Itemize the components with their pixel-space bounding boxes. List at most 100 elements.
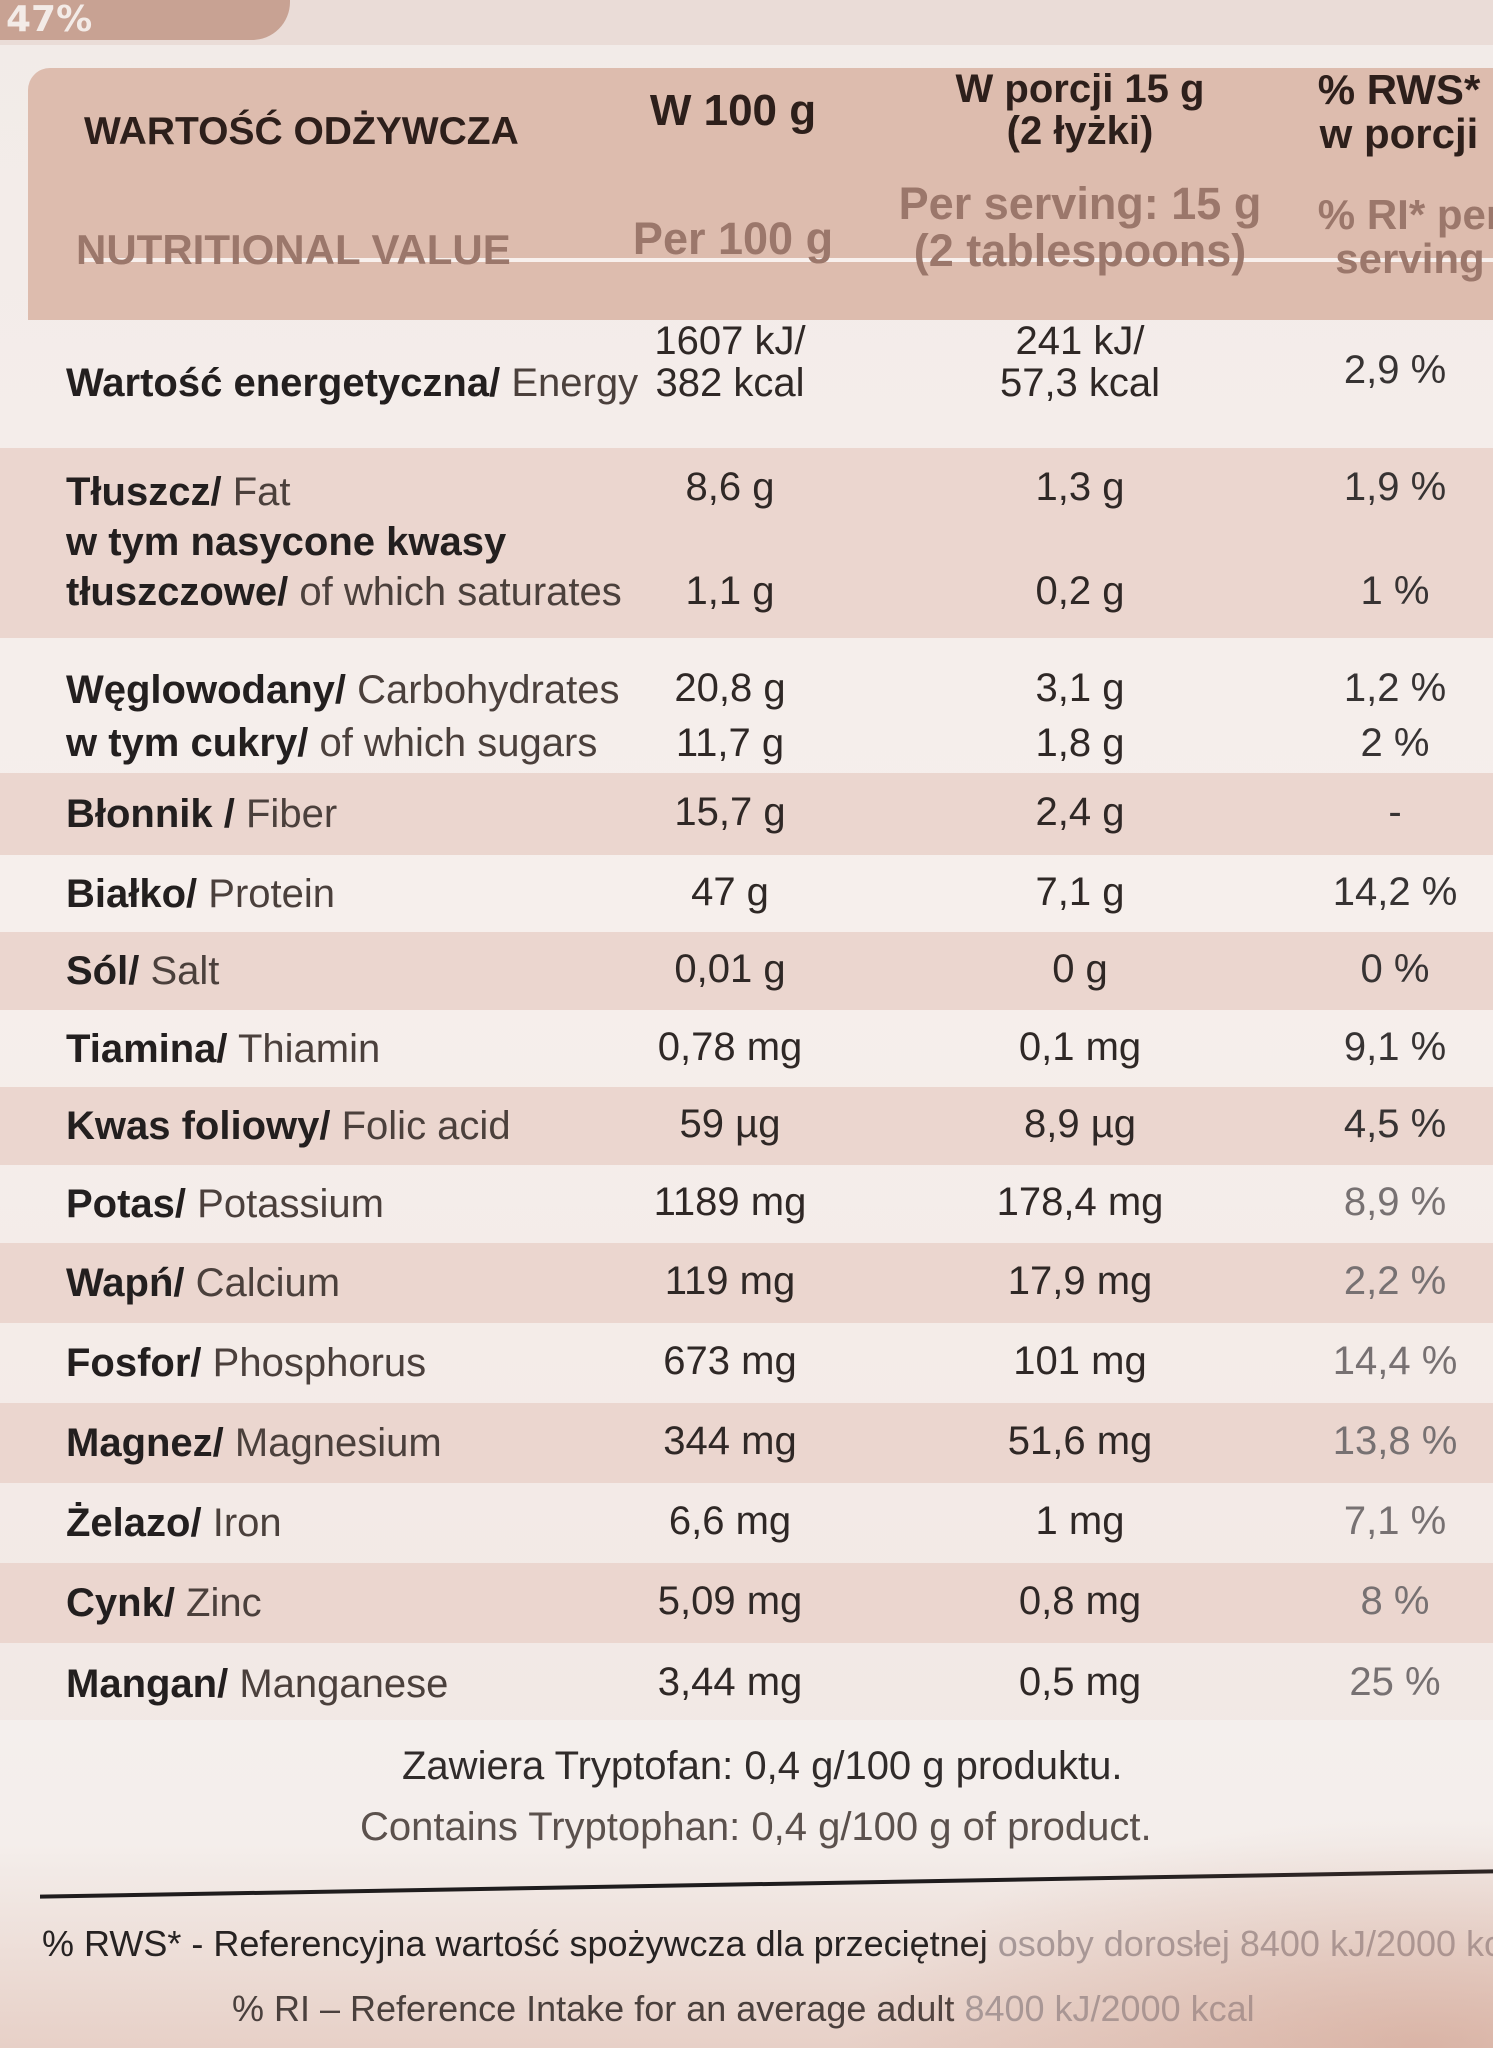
calcium-per100: 119 mg bbox=[664, 1259, 796, 1303]
potassium-serving: 178,4 mg bbox=[996, 1180, 1164, 1224]
footer-rws-line: % RWS* - Referencyjna wartość spożywcza … bbox=[42, 1925, 1493, 1963]
header-serving-pl: W porcji 15 g (2 łyżki) bbox=[956, 68, 1205, 152]
carbohydrates-per100: 20,8 g bbox=[674, 666, 786, 710]
potassium-label: Potas/ Potassium bbox=[66, 1183, 384, 1225]
manganese-serving: 0,5 mg bbox=[1018, 1660, 1142, 1704]
potassium-label-pl: Potas/ bbox=[66, 1182, 187, 1226]
header-ri-en-line2: serving bbox=[1335, 235, 1485, 283]
energy-label-pl: Wartość energetyczna/ bbox=[66, 361, 501, 405]
energy-per100: 1607 kJ/ 382 kcal bbox=[654, 320, 805, 405]
zinc-label-en: Zinc bbox=[174, 1581, 262, 1625]
thiamin-label: Tiamina/ Thiamin bbox=[66, 1028, 380, 1070]
iron-label-en: Iron bbox=[201, 1501, 282, 1545]
folic-acid-serving: 8,9 µg bbox=[1023, 1102, 1137, 1146]
saturates-ri: 1 % bbox=[1360, 569, 1430, 613]
protein-per100: 47 g bbox=[691, 870, 769, 914]
carbohydrates-label-en: Carbohydrates bbox=[346, 668, 620, 712]
salt-serving: 0 g bbox=[1052, 947, 1108, 991]
saturates-label-line1-pl: w tym nasycone kwasy bbox=[66, 520, 507, 564]
table-row-manganese: Mangan/ Manganese 3,44 mg 0,5 mg 25 % bbox=[0, 1643, 1493, 1725]
salt-label-pl: Sól/ bbox=[66, 949, 140, 993]
header-ri-pl-line1: % RWS* bbox=[1317, 66, 1481, 113]
table-row-protein: Białko/ Protein 47 g 7,1 g 14,2 % bbox=[0, 855, 1493, 932]
manganese-per100: 3,44 mg bbox=[657, 1660, 803, 1704]
calcium-label: Wapń/ Calcium bbox=[66, 1262, 340, 1304]
saturates-label-line2-pl: tłuszczowe/ bbox=[66, 570, 289, 614]
table-row-folic-acid: Kwas foliowy/ Folic acid 59 µg 8,9 µg 4,… bbox=[0, 1087, 1493, 1165]
nutrition-table-body: Wartość energetyczna/ Energy 1607 kJ/ 38… bbox=[0, 320, 1493, 1720]
iron-serving: 1 mg bbox=[1035, 1499, 1125, 1543]
calcium-label-en: Calcium bbox=[184, 1261, 341, 1305]
header-ri-en: % RI* per serving bbox=[1318, 192, 1493, 283]
energy-ri: 2,9 % bbox=[1343, 348, 1447, 392]
protein-label: Białko/ Protein bbox=[66, 873, 335, 915]
magnesium-label-pl: Magnez/ bbox=[66, 1421, 224, 1465]
protein-label-en: Protein bbox=[197, 872, 336, 916]
footer-rws-prefix: % RWS* - Referencyjna wartość spożywcza … bbox=[42, 1923, 998, 1964]
phosphorus-serving: 101 mg bbox=[1013, 1339, 1147, 1383]
fiber-ri: - bbox=[1388, 790, 1402, 834]
protein-serving: 7,1 g bbox=[1035, 870, 1125, 914]
zinc-per100: 5,09 mg bbox=[657, 1579, 803, 1623]
header-serving-pl-line2: (2 łyżki) bbox=[1006, 109, 1154, 153]
header-serving-en-line2: (2 tablespoons) bbox=[913, 225, 1247, 277]
tryptophan-note-en: Contains Tryptophan: 0,4 g/100 g of prod… bbox=[360, 1805, 1152, 1849]
saturates-serving: 0,2 g bbox=[1035, 569, 1125, 613]
magnesium-serving: 51,6 mg bbox=[1007, 1419, 1153, 1463]
sugars-label-en: of which sugars bbox=[308, 721, 598, 765]
energy-label: Wartość energetyczna/ Energy bbox=[66, 362, 638, 404]
top-percentage-fragment: 47% bbox=[0, 0, 290, 40]
fiber-label-en: Fiber bbox=[246, 792, 338, 836]
footer-rws-suffix: osoby dorosłej 8400 kJ/2000 kcal bbox=[997, 1923, 1493, 1964]
carbohydrates-label: Węglowodany/ Carbohydrates bbox=[66, 669, 619, 711]
magnesium-ri: 13,8 % bbox=[1332, 1419, 1458, 1463]
zinc-label: Cynk/ Zinc bbox=[66, 1582, 262, 1624]
table-row-fat-group: Tłuszcz/ Fat 8,6 g 1,3 g 1,9 % w tym nas… bbox=[0, 448, 1493, 638]
sugars-label: w tym cukry/ of which sugars bbox=[66, 722, 597, 764]
carbohydrates-ri: 1,2 % bbox=[1343, 666, 1447, 710]
fiber-label-pl: Błonnik / bbox=[66, 792, 246, 836]
table-row-energy: Wartość energetyczna/ Energy 1607 kJ/ 38… bbox=[0, 320, 1493, 448]
table-row-potassium: Potas/ Potassium 1189 mg 178,4 mg 8,9 % bbox=[0, 1165, 1493, 1243]
zinc-ri: 8 % bbox=[1360, 1579, 1430, 1623]
header-ri-pl-line2: w porcji bbox=[1319, 110, 1479, 158]
fiber-serving: 2,4 g bbox=[1035, 790, 1125, 834]
fat-label-en: Fat bbox=[221, 470, 291, 514]
potassium-per100: 1189 mg bbox=[653, 1180, 807, 1224]
magnesium-label-en: Magnesium bbox=[223, 1421, 442, 1465]
header-serving-pl-line1: W porcji 15 g bbox=[955, 67, 1205, 111]
header-per100-pl: W 100 g bbox=[649, 86, 817, 135]
header-serving-en: Per serving: 15 g (2 tablespoons) bbox=[899, 180, 1262, 275]
magnesium-per100: 344 mg bbox=[663, 1419, 797, 1463]
sugars-label-pl: w tym cukry/ bbox=[66, 721, 309, 765]
manganese-label: Mangan/ Manganese bbox=[66, 1663, 448, 1705]
protein-label-pl: Białko/ bbox=[66, 872, 198, 916]
energy-serving: 241 kJ/ 57,3 kcal bbox=[1000, 320, 1160, 405]
tryptophan-note-pl: Zawiera Tryptofan: 0,4 g/100 g produktu. bbox=[402, 1744, 1123, 1788]
thiamin-label-en: Thiamin bbox=[227, 1027, 381, 1071]
header-per100-en: Per 100 g bbox=[632, 213, 834, 264]
folic-acid-per100: 59 µg bbox=[679, 1102, 781, 1146]
manganese-label-en: Manganese bbox=[228, 1662, 449, 1706]
phosphorus-per100: 673 mg bbox=[663, 1339, 797, 1383]
table-row-iron: Żelazo/ Iron 6,6 mg 1 mg 7,1 % bbox=[0, 1483, 1493, 1563]
table-row-phosphorus: Fosfor/ Phosphorus 673 mg 101 mg 14,4 % bbox=[0, 1323, 1493, 1403]
saturates-per100: 1,1 g bbox=[685, 569, 775, 613]
folic-acid-label-en: Folic acid bbox=[330, 1104, 511, 1148]
iron-per100: 6,6 mg bbox=[668, 1499, 792, 1543]
manganese-label-pl: Mangan/ bbox=[66, 1662, 229, 1706]
magnesium-label: Magnez/ Magnesium bbox=[66, 1422, 442, 1464]
folic-acid-label-pl: Kwas foliowy/ bbox=[66, 1104, 331, 1148]
potassium-ri: 8,9 % bbox=[1343, 1180, 1447, 1224]
thiamin-per100: 0,78 mg bbox=[657, 1025, 803, 1069]
saturates-label-line2: tłuszczowe/ of which saturates bbox=[66, 571, 622, 613]
table-row-carbohydrates-group: Węglowodany/ Carbohydrates 20,8 g 3,1 g … bbox=[0, 638, 1493, 773]
phosphorus-label-pl: Fosfor/ bbox=[66, 1341, 202, 1385]
folic-acid-label: Kwas foliowy/ Folic acid bbox=[66, 1105, 511, 1147]
salt-label: Sól/ Salt bbox=[66, 950, 219, 992]
iron-ri: 7,1 % bbox=[1343, 1499, 1447, 1543]
header-divider bbox=[82, 258, 1493, 262]
carbohydrates-label-pl: Węglowodany/ bbox=[66, 668, 346, 712]
iron-label: Żelazo/ Iron bbox=[66, 1502, 282, 1544]
